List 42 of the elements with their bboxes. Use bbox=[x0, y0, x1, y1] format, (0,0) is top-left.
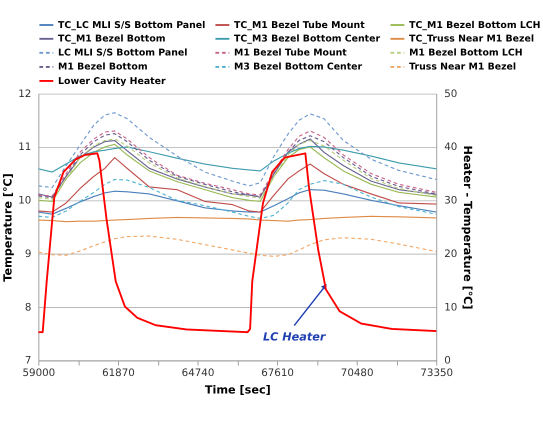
legend-label: TC_Truss Near M1 Bezel bbox=[409, 34, 534, 45]
legend-label: M1 Bezel Tube Mount bbox=[234, 48, 348, 59]
legend-label: M1 Bezel Bottom LCH bbox=[409, 48, 523, 59]
x-tick-label: 73350 bbox=[420, 366, 454, 379]
line-series bbox=[38, 146, 437, 173]
annotation: LC Heater bbox=[263, 330, 327, 344]
y-tick-label: 7 bbox=[24, 354, 32, 367]
y2-axis-title: Heater - Temperature [℃] bbox=[460, 145, 474, 310]
y-tick-label: 10 bbox=[18, 194, 32, 207]
legend-label: TC_M1 Bezel Bottom LCH bbox=[409, 20, 541, 31]
x-axis-title: Time [sec] bbox=[204, 384, 271, 397]
y-axis-title: Temperature [℃] bbox=[2, 173, 15, 282]
y2-tick-label: 10 bbox=[444, 301, 458, 314]
legend-label: M1 Bezel Bottom bbox=[58, 62, 148, 73]
x-tick-label: 70480 bbox=[340, 366, 374, 379]
line-series bbox=[37, 152, 438, 334]
line-series bbox=[38, 189, 437, 215]
x-tick-label: 67610 bbox=[261, 366, 294, 379]
y2-tick-label: 20 bbox=[444, 248, 458, 260]
legend-label: TC_LC MLI S/S Bottom Panel bbox=[58, 20, 206, 31]
legend-label: M3 Bezel Bottom Center bbox=[234, 62, 363, 73]
legend-label: TC_M3 Bezel Bottom Center bbox=[234, 34, 380, 45]
line-series bbox=[38, 157, 437, 213]
y2-tick-label: 50 bbox=[444, 88, 458, 100]
legend-label: TC_M1 Bezel Tube Mount bbox=[234, 20, 366, 31]
legend-label: TC_M1 Bezel Bottom bbox=[58, 34, 166, 45]
legend-label: Lower Cavity Heater bbox=[58, 76, 166, 87]
x-tick-label: 61870 bbox=[102, 366, 135, 379]
y-tick-label: 8 bbox=[24, 301, 32, 314]
y-tick-label: 9 bbox=[24, 248, 32, 260]
y-tick-label: 11 bbox=[18, 141, 32, 154]
y2-tick-label: 30 bbox=[444, 194, 458, 207]
line-series bbox=[38, 236, 437, 257]
y-tick-label: 12 bbox=[18, 88, 32, 100]
line-series bbox=[38, 112, 437, 188]
line-series bbox=[38, 178, 437, 220]
y2-tick-label: 40 bbox=[444, 141, 458, 154]
x-tick-label: 59000 bbox=[22, 366, 56, 379]
x-tick-label: 64740 bbox=[182, 366, 214, 379]
y2-tick-label: 0 bbox=[444, 354, 451, 367]
legend-label: Truss Near M1 Bezel bbox=[409, 62, 516, 73]
legend-label: LC MLI S/S Bottom Panel bbox=[58, 48, 188, 59]
